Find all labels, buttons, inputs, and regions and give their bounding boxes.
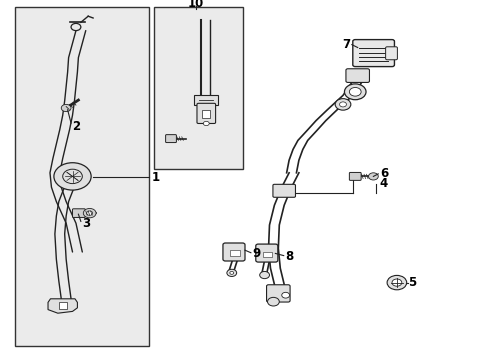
Text: 6: 6: [380, 167, 388, 180]
FancyBboxPatch shape: [194, 95, 218, 105]
Polygon shape: [48, 299, 77, 313]
FancyBboxPatch shape: [166, 135, 176, 143]
Circle shape: [230, 271, 234, 274]
Circle shape: [392, 279, 402, 286]
Circle shape: [282, 292, 290, 298]
FancyBboxPatch shape: [223, 243, 245, 261]
Circle shape: [268, 297, 279, 306]
Circle shape: [335, 99, 351, 110]
FancyBboxPatch shape: [73, 209, 85, 217]
Circle shape: [54, 163, 91, 190]
Circle shape: [227, 269, 237, 276]
Circle shape: [203, 121, 209, 126]
FancyBboxPatch shape: [386, 47, 397, 60]
FancyBboxPatch shape: [197, 103, 216, 123]
Text: 3: 3: [82, 217, 91, 230]
Circle shape: [344, 84, 366, 100]
Circle shape: [61, 104, 71, 112]
Circle shape: [387, 275, 407, 290]
Circle shape: [349, 87, 361, 96]
Text: 4: 4: [380, 177, 388, 190]
FancyBboxPatch shape: [353, 40, 394, 67]
Circle shape: [260, 271, 270, 279]
Text: 10: 10: [188, 0, 204, 10]
FancyBboxPatch shape: [346, 69, 369, 82]
Text: 7: 7: [342, 38, 350, 51]
Circle shape: [368, 173, 378, 180]
Circle shape: [340, 102, 346, 107]
Bar: [202, 110, 210, 118]
Bar: [154, 7, 243, 169]
FancyBboxPatch shape: [349, 172, 361, 180]
Circle shape: [87, 211, 93, 215]
Bar: [230, 250, 240, 256]
Text: 2: 2: [73, 120, 81, 132]
Text: 5: 5: [408, 276, 416, 289]
Text: 9: 9: [252, 247, 261, 260]
FancyBboxPatch shape: [273, 184, 295, 197]
Bar: [263, 252, 272, 257]
Text: 1: 1: [152, 171, 160, 184]
FancyBboxPatch shape: [256, 244, 278, 262]
Bar: [59, 302, 67, 309]
Text: 8: 8: [285, 250, 294, 263]
Circle shape: [83, 208, 96, 218]
Bar: [15, 7, 149, 346]
FancyBboxPatch shape: [267, 285, 290, 302]
